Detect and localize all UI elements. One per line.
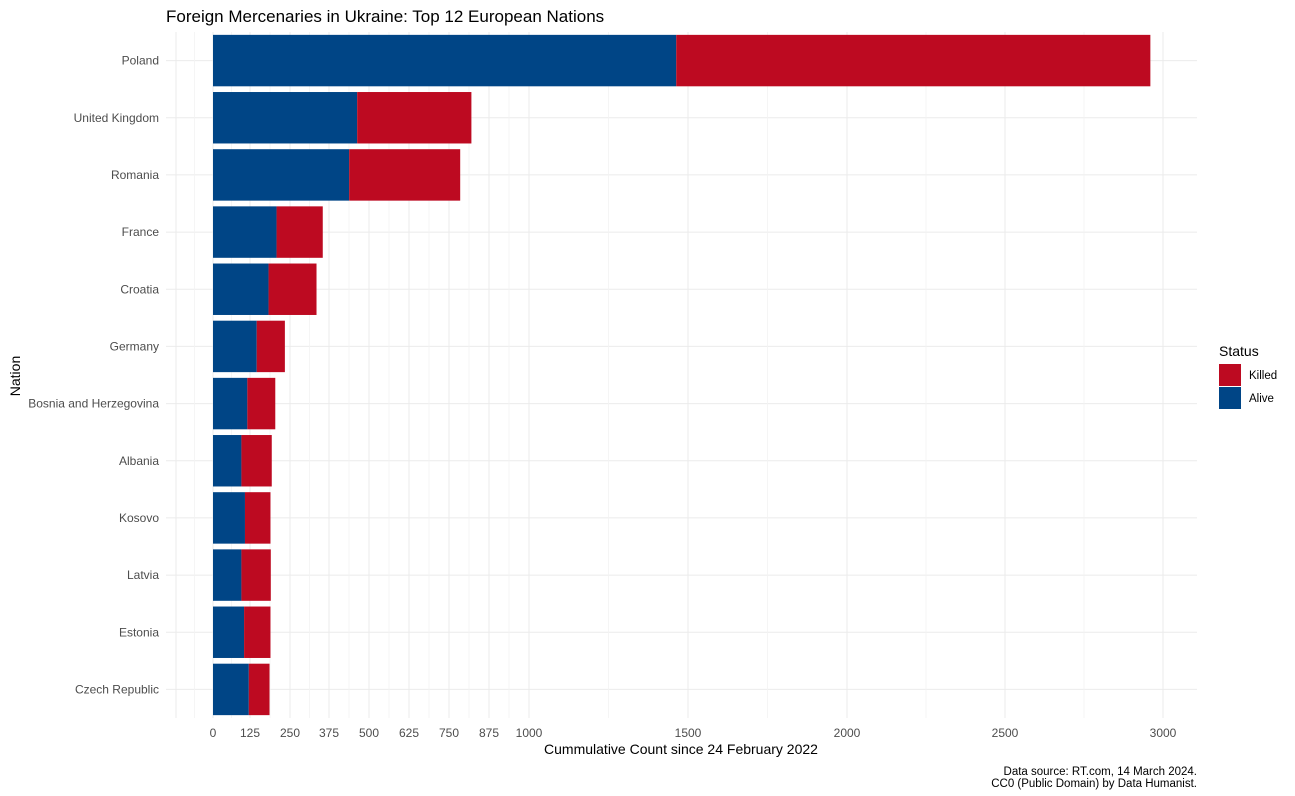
bars [213, 34, 1151, 716]
bar-germany-alive [213, 320, 257, 373]
x-tick-label: 2500 [992, 726, 1019, 740]
x-tick-label: 2000 [834, 726, 861, 740]
bar-albania-alive [213, 435, 242, 487]
legend-label-alive: Alive [1249, 393, 1274, 405]
x-tick-label: 875 [479, 726, 499, 740]
x-tick-label: 375 [319, 726, 339, 740]
grid [166, 32, 1197, 718]
bar-croatia-killed [268, 263, 317, 315]
x-tick-label: 125 [240, 726, 260, 740]
y-tick-label: Croatia [120, 282, 159, 296]
bar-latvia-alive [213, 549, 242, 601]
bar-kosovo-alive [213, 492, 245, 544]
x-axis-title: Cummulative Count since 24 February 2022 [544, 741, 818, 757]
chart-title: Foreign Mercenaries in Ukraine: Top 12 E… [166, 7, 604, 26]
bar-croatia-alive [213, 263, 269, 315]
y-tick-label: Kosovo [119, 511, 159, 525]
legend: Status Killed Alive [1219, 343, 1277, 409]
x-tick-label: 1500 [675, 726, 702, 740]
y-tick-label: Romania [111, 168, 159, 182]
bar-united-kingdom-alive [213, 92, 358, 144]
bar-czech-republic-killed [248, 663, 270, 716]
bar-albania-killed [241, 435, 272, 487]
legend-title: Status [1219, 343, 1259, 359]
bar-france-killed [276, 206, 323, 258]
x-tick-label: 3000 [1150, 726, 1177, 740]
x-tick-label: 750 [439, 726, 459, 740]
y-tick-label: Bosnia and Herzegovina [28, 397, 159, 411]
x-tick-label: 1000 [516, 726, 543, 740]
caption-license: CC0 (Public Domain) by Data Humanist. [991, 778, 1197, 790]
bar-bosnia-and-herzegovina-killed [247, 377, 276, 430]
y-tick-labels: Poland United Kingdom Romania France Croatia… [28, 54, 159, 697]
y-tick-label: Germany [110, 339, 159, 353]
bar-germany-killed [256, 320, 285, 373]
x-tick-label: 250 [280, 726, 300, 740]
x-tick-labels: 0 125 250 375 500 625 750 875 1000 1500 2000 2500 30… [210, 726, 1177, 740]
legend-label-killed: Killed [1249, 370, 1277, 382]
bar-romania-killed [349, 149, 461, 201]
y-tick-label: France [122, 225, 160, 239]
bar-poland-killed [676, 34, 1151, 87]
bar-france-alive [213, 206, 277, 258]
caption-source: Data source: RT.com, 14 March 2024. [1004, 766, 1197, 778]
y-tick-label: Latvia [127, 568, 159, 582]
y-tick-label: Poland [122, 54, 159, 68]
x-tick-label: 500 [359, 726, 379, 740]
y-tick-label: Estonia [119, 625, 159, 639]
legend-swatch-alive [1219, 387, 1241, 409]
bar-romania-alive [213, 149, 350, 201]
bar-czech-republic-alive [213, 663, 249, 716]
bar-kosovo-killed [244, 492, 271, 544]
bar-latvia-killed [241, 549, 271, 601]
bar-bosnia-and-herzegovina-alive [213, 377, 248, 430]
y-axis-title: Nation [7, 356, 23, 396]
bar-estonia-alive [213, 606, 245, 658]
y-tick-label: Czech Republic [75, 682, 159, 696]
y-tick-label: Albania [119, 454, 159, 468]
bar-estonia-killed [244, 606, 271, 658]
legend-swatch-killed [1219, 364, 1241, 386]
bar-united-kingdom-killed [357, 92, 472, 144]
x-tick-label: 625 [399, 726, 419, 740]
x-tick-label: 0 [210, 726, 217, 740]
y-tick-label: United Kingdom [74, 111, 159, 125]
bar-poland-alive [213, 34, 677, 87]
